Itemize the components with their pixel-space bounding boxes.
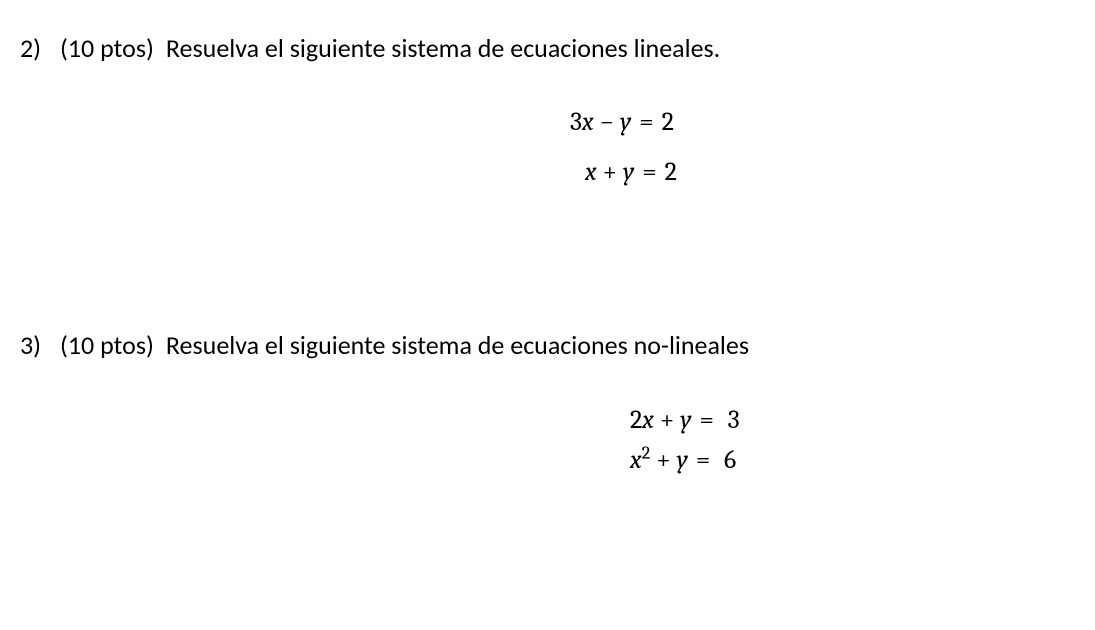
problem-3-prompt-row: 3) (10 ptos) Resuelva el siguiente siste… bbox=[20, 327, 1075, 363]
problem-2-number: 2) bbox=[20, 30, 60, 66]
var-x: x bbox=[585, 157, 597, 187]
eq-pad bbox=[20, 400, 630, 440]
eq-sign: = bbox=[696, 445, 710, 475]
coef: 3 bbox=[570, 107, 582, 137]
rhs: 3 bbox=[728, 405, 740, 435]
problem-2-prompt-row: 2) (10 ptos) Resuelva el siguiente siste… bbox=[20, 30, 1075, 66]
problem-2-prompt: Resuelva el siguiente sistema de ecuacio… bbox=[166, 30, 1075, 66]
op-plus: + bbox=[656, 445, 670, 475]
eq-sign: = bbox=[639, 107, 653, 137]
problem-2-eq2-math: x+y = 2 bbox=[585, 148, 677, 197]
problem-2: 2) (10 ptos) Resuelva el siguiente siste… bbox=[20, 30, 1075, 197]
var-x: x bbox=[582, 107, 594, 137]
eq-sign: = bbox=[642, 157, 656, 187]
rhs: 2 bbox=[662, 107, 674, 137]
page: 2) (10 ptos) Resuelva el siguiente siste… bbox=[0, 0, 1095, 630]
problem-3-prompt: Resuelva el siguiente sistema de ecuacio… bbox=[166, 327, 1075, 363]
problem-3-eq1: 2x+y = 3 bbox=[20, 400, 1075, 440]
var-x: x bbox=[642, 405, 654, 435]
problem-2-points: (10 ptos) bbox=[60, 30, 154, 66]
var-y: y bbox=[680, 405, 691, 435]
op-plus: + bbox=[603, 157, 617, 187]
problem-3: 3) (10 ptos) Resuelva el siguiente siste… bbox=[20, 327, 1075, 480]
var-y: y bbox=[620, 107, 631, 137]
problem-2-eq1: 3x−y = 2 bbox=[20, 98, 1075, 147]
problem-2-eq2: x+y = 2 bbox=[20, 148, 1075, 197]
problem-2-equations: 3x−y=2 x+y=2 bbox=[20, 98, 1075, 197]
eq-pad bbox=[20, 98, 570, 147]
problem-3-number: 3) bbox=[20, 327, 60, 363]
op-minus: − bbox=[600, 107, 614, 137]
rhs: 2 bbox=[665, 157, 677, 187]
var-y: y bbox=[677, 445, 688, 475]
problem-3-eq1-math: 2x+y = 3 bbox=[630, 400, 740, 440]
eq-pad bbox=[20, 148, 585, 197]
var-y: y bbox=[623, 157, 634, 187]
var-x: x bbox=[630, 445, 642, 475]
problem-3-eq2: x2+y = 6 bbox=[20, 440, 1075, 480]
problem-2-eq1-math: 3x−y = 2 bbox=[570, 98, 674, 147]
rhs: 6 bbox=[724, 445, 736, 475]
op-plus: + bbox=[660, 405, 674, 435]
eq-sign: = bbox=[700, 405, 714, 435]
problem-3-eq2-math: x2+y = 6 bbox=[630, 440, 736, 480]
problem-3-equations: 2x+y= 3 x2+y= 6 bbox=[20, 400, 1075, 481]
eq-pad bbox=[20, 440, 630, 480]
exp-2: 2 bbox=[642, 442, 651, 463]
problem-3-points: (10 ptos) bbox=[60, 327, 154, 363]
coef: 2 bbox=[630, 405, 642, 435]
